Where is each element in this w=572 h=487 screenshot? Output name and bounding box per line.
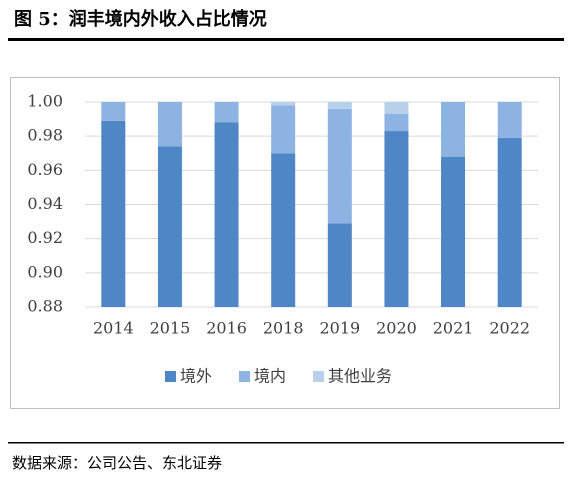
bar-segment: [327, 108, 352, 224]
bar-segment: [271, 105, 296, 154]
legend-label: 境内: [254, 367, 286, 386]
bar-segment: [101, 102, 126, 121]
x-tick-label: 2018: [263, 319, 304, 338]
x-tick-label: 2016: [206, 319, 247, 338]
bar-segment: [384, 113, 409, 132]
title-rule: [8, 38, 564, 41]
bar-segment: [327, 102, 352, 109]
y-tick-label: 0.98: [27, 126, 63, 145]
x-tick-label: 2014: [93, 319, 134, 338]
x-tick-label: 2021: [433, 319, 474, 338]
chart-frame: [10, 77, 560, 409]
source-rule: [8, 442, 564, 444]
bar-segment: [327, 223, 352, 307]
x-tick-label: 2020: [376, 319, 417, 338]
bar-segment: [441, 102, 466, 157]
bar-segment: [214, 102, 239, 123]
bar-segment: [271, 153, 296, 307]
y-tick-label: 0.90: [27, 262, 63, 281]
legend-label: 其他业务: [328, 367, 392, 386]
source-note: 数据来源：公司公告、东北证券: [12, 454, 222, 472]
bar-segment: [441, 156, 466, 307]
bar-segment: [157, 102, 182, 147]
y-tick-label: 0.96: [27, 160, 63, 179]
bar-segment: [497, 102, 522, 138]
x-tick-label: 2022: [489, 319, 530, 338]
bar-segment: [271, 102, 296, 106]
legend-label: 境外: [180, 367, 212, 386]
bar-segment: [101, 120, 126, 308]
bar-segment: [384, 102, 409, 114]
chart-title: 图 5：润丰境内外收入占比情况: [14, 8, 267, 30]
y-tick-label: 0.92: [27, 228, 63, 247]
legend-swatch: [313, 371, 325, 382]
y-tick-label: 1.00: [27, 92, 63, 111]
bar-segment: [384, 131, 409, 307]
legend-swatch: [165, 371, 176, 382]
y-tick-label: 0.94: [27, 194, 63, 213]
bar-segment: [214, 122, 239, 307]
x-tick-label: 2015: [150, 319, 191, 338]
bar-segment: [157, 146, 182, 307]
y-tick-label: 0.88: [27, 297, 63, 316]
legend-swatch: [239, 371, 251, 382]
bar-segment: [497, 137, 522, 307]
x-tick-label: 2019: [319, 319, 360, 338]
